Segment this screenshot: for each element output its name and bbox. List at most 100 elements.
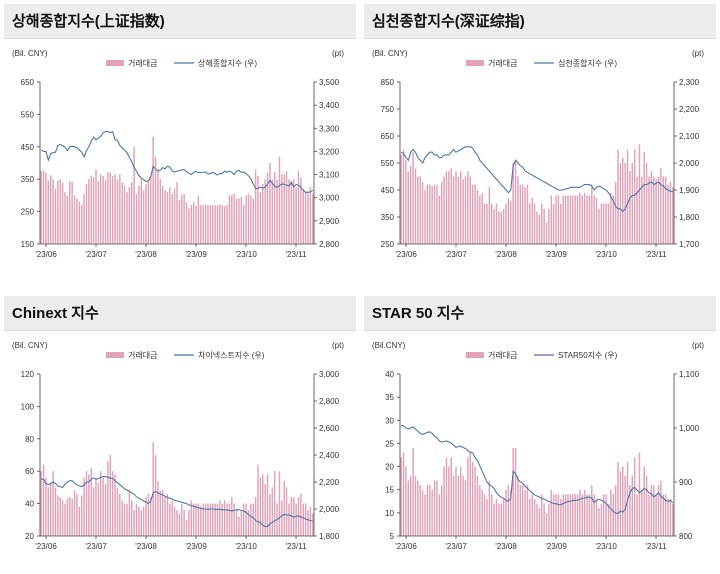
bar: [610, 192, 612, 244]
bar: [76, 493, 78, 536]
x-tick-label: '23/06: [395, 250, 417, 259]
bar: [247, 510, 250, 536]
chart-star50: (Bil.CNY) (pt) 거래대금 STAR50지수 (우) 5 10 15 20 25 30…: [372, 341, 704, 551]
bar: [76, 198, 78, 244]
bar: [133, 510, 135, 536]
bar: [233, 193, 235, 244]
bar: [588, 494, 591, 536]
bar: [490, 203, 493, 244]
bar: [526, 485, 529, 536]
bar: [281, 500, 283, 536]
index-line: [400, 146, 673, 213]
bar: [69, 497, 71, 536]
x-tick-label: '23/06: [35, 250, 57, 259]
bar: [622, 466, 624, 536]
bar: [285, 487, 288, 536]
panel-shenzhen: 심천종합지수(深证综指) (Bil. CNY) (pt) 거래대금 심천종합지수 (우…: [364, 4, 716, 274]
right-tick-label: 3,200: [319, 147, 340, 156]
right-tick-label: 1,700: [679, 240, 700, 249]
bar: [173, 188, 176, 244]
bar: [600, 503, 603, 536]
bar: [552, 203, 555, 244]
bar: [481, 489, 483, 536]
right-tick-label: 2,200: [319, 478, 340, 487]
bar: [133, 146, 135, 244]
bar: [47, 487, 50, 536]
bar: [450, 457, 452, 536]
right-axis-unit: (pt): [692, 341, 704, 350]
bar: [242, 205, 245, 244]
bar: [307, 510, 309, 536]
bar: [264, 179, 266, 244]
bar: [619, 163, 622, 244]
x-tick-label: '23/10: [595, 542, 617, 551]
bar: [448, 466, 450, 536]
bar: [521, 184, 524, 244]
bar: [169, 503, 171, 536]
bar: [223, 500, 226, 536]
bar: [541, 494, 543, 536]
bar: [414, 168, 417, 244]
bar: [583, 192, 586, 244]
bar: [498, 503, 500, 536]
bar: [49, 175, 52, 244]
bar: [290, 497, 293, 536]
right-tick-label: 3,300: [319, 124, 340, 133]
bar: [276, 179, 278, 244]
bar: [85, 184, 88, 244]
bar: [469, 176, 472, 244]
panel-title-bar: [4, 4, 356, 39]
bar: [660, 168, 662, 244]
bar: [662, 494, 665, 536]
bar: [495, 498, 498, 536]
bar: [95, 169, 97, 244]
left-tick-label: 350: [381, 213, 395, 222]
chart-shanghai: (Bil. CNY) (pt) 거래대금 상해종합지수 (우) 150 250 350 450…: [12, 49, 344, 259]
bar: [607, 203, 610, 244]
bar: [483, 494, 486, 536]
bar: [283, 480, 285, 536]
bar: [512, 448, 514, 536]
bar: [405, 466, 407, 536]
bar: [598, 508, 600, 536]
bar: [80, 495, 83, 536]
bar: [498, 211, 500, 244]
bar: [417, 480, 419, 536]
bar: [257, 464, 259, 536]
bar: [164, 190, 166, 244]
bar: [629, 485, 631, 536]
bar: [612, 195, 614, 244]
bar: [431, 489, 433, 536]
panel-star50: STAR 50 지수 (Bil.CNY) (pt) 거래대금 STAR50지수 (우)…: [364, 296, 716, 566]
bar: [95, 477, 97, 536]
bar: [221, 205, 224, 244]
bar: [123, 185, 126, 244]
bar: [178, 200, 181, 244]
left-tick-label: 850: [381, 78, 395, 87]
bar: [629, 171, 631, 244]
legend-line-label: STAR50지수 (우): [558, 351, 618, 360]
x-tick-label: '23/11: [286, 542, 308, 551]
bar: [73, 490, 76, 536]
right-tick-label: 900: [679, 478, 693, 487]
bar: [250, 503, 252, 536]
x-tick-label: '23/06: [35, 542, 57, 551]
bar: [488, 187, 491, 244]
bar: [421, 489, 424, 536]
bar: [641, 489, 643, 536]
bar: [648, 176, 650, 244]
left-tick-label: 30: [385, 416, 394, 425]
bar: [638, 452, 641, 536]
bar: [533, 498, 536, 536]
x-tick-label: '23/11: [646, 542, 668, 551]
bar: [529, 498, 531, 536]
bar: [409, 165, 412, 244]
bar: [123, 503, 126, 536]
bar: [197, 196, 200, 244]
bar: [641, 176, 643, 244]
bar: [648, 494, 650, 536]
bar: [548, 503, 550, 536]
bar: [567, 494, 569, 536]
bar: [650, 171, 653, 244]
bar: [166, 191, 169, 244]
